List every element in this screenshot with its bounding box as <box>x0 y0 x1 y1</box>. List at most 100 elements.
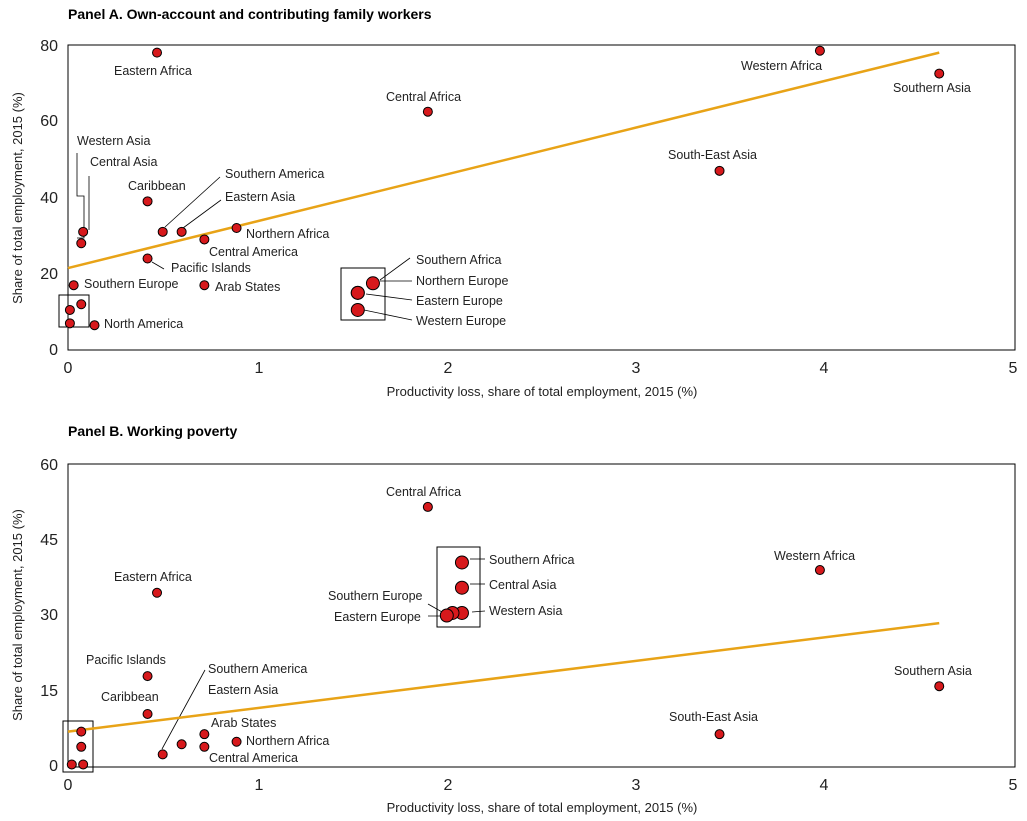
panel-a-ytick-40: 40 <box>40 190 58 207</box>
data-point <box>814 45 825 56</box>
point-label: Central America <box>209 751 298 765</box>
panel-a-point-labels: Eastern Africa Western Africa Southern A… <box>77 59 971 331</box>
panel-a-x-ticks: 0 1 2 3 4 5 <box>64 360 1018 377</box>
point-label: Central Asia <box>489 578 556 592</box>
panel-b-ytick-15: 15 <box>40 683 58 700</box>
point-label: Southern Europe <box>328 589 423 603</box>
panel-a-cluster-box-regions <box>340 267 386 321</box>
point-label: Western Asia <box>77 134 150 148</box>
point-label: Western Europe <box>416 314 506 328</box>
point-label: Southern Africa <box>416 253 502 267</box>
data-point <box>76 726 87 737</box>
point-label: Western Africa <box>741 59 822 73</box>
point-label: Arab States <box>215 280 280 294</box>
point-label: Caribbean <box>128 179 186 193</box>
panel-a-y-ticks: 0 20 40 60 80 <box>40 38 58 359</box>
panel-a: Panel A. Own-account and contributing fa… <box>10 6 1018 399</box>
panel-b-plot-frame <box>67 463 1016 768</box>
panel-b-xtick-1: 1 <box>255 777 264 794</box>
panel-a-marks <box>64 45 945 331</box>
panel-b-ytick-30: 30 <box>40 607 58 624</box>
panel-a-xtick-4: 4 <box>820 360 829 377</box>
panel-b-marks <box>66 501 945 770</box>
data-point <box>199 234 210 245</box>
data-point <box>422 106 433 117</box>
point-label: Southern America <box>208 662 307 676</box>
data-point <box>934 68 945 79</box>
data-point <box>199 741 210 752</box>
data-point <box>454 580 469 595</box>
panel-a-ytick-20: 20 <box>40 266 58 283</box>
data-point <box>934 681 945 692</box>
data-point <box>89 320 100 331</box>
data-point <box>454 555 469 570</box>
data-point <box>64 318 75 329</box>
data-point <box>78 226 89 237</box>
panel-a-ytick-60: 60 <box>40 113 58 130</box>
data-point <box>66 759 77 770</box>
panel-a-ytick-0: 0 <box>49 342 58 359</box>
panel-b-xtick-2: 2 <box>444 777 453 794</box>
point-label: Eastern Africa <box>114 64 192 78</box>
panel-b-x-axis-label: Productivity loss, share of total employ… <box>387 800 698 815</box>
data-point <box>157 226 168 237</box>
point-label: Eastern Africa <box>114 570 192 584</box>
data-point <box>176 739 187 750</box>
data-point <box>714 729 725 740</box>
point-label: Western Africa <box>774 549 855 563</box>
panel-b-y-axis-label: Share of total employment, 2015 (%) <box>10 509 25 721</box>
point-label: Western Asia <box>489 604 562 618</box>
data-point <box>714 165 725 176</box>
data-point <box>350 302 365 317</box>
point-label: South-East Asia <box>669 710 758 724</box>
point-label: Eastern Europe <box>416 294 503 308</box>
panel-a-title: Panel A. Own-account and contributing fa… <box>68 6 432 22</box>
panel-b: Panel B. Working poverty 0 15 30 45 60 0… <box>10 423 1018 815</box>
trend-line <box>67 621 940 733</box>
data-point <box>142 708 153 719</box>
panel-b-cluster-box-north <box>62 720 94 773</box>
data-point <box>439 608 454 623</box>
point-label: Southern Europe <box>84 277 179 291</box>
point-label: Arab States <box>211 716 276 730</box>
point-label: Eastern Asia <box>208 683 278 697</box>
data-point <box>231 736 242 747</box>
panel-b-ytick-60: 60 <box>40 457 58 474</box>
data-point <box>199 280 210 291</box>
panel-b-point-labels: Central Africa Southern Africa Central A… <box>86 485 972 765</box>
panel-a-xtick-5: 5 <box>1009 360 1018 377</box>
panel-a-y-axis-label: Share of total employment, 2015 (%) <box>10 92 25 304</box>
panel-b-x-ticks: 0 1 2 3 4 5 <box>64 777 1018 794</box>
point-label: South-East Asia <box>668 148 757 162</box>
panel-a-leader-lines <box>76 153 413 321</box>
panel-a-ytick-80: 80 <box>40 38 58 55</box>
point-label: Caribbean <box>101 690 159 704</box>
point-label: Southern Asia <box>893 81 971 95</box>
panel-a-xtick-1: 1 <box>255 360 264 377</box>
point-label: Southern America <box>225 167 324 181</box>
panel-b-xtick-3: 3 <box>632 777 641 794</box>
panel-b-ytick-0: 0 <box>49 758 58 775</box>
data-point <box>76 299 87 310</box>
point-label: Southern Africa <box>489 553 575 567</box>
point-label: Central Africa <box>386 90 461 104</box>
data-point <box>176 226 187 237</box>
panel-b-xtick-4: 4 <box>820 777 829 794</box>
data-point <box>64 304 75 315</box>
data-point <box>76 238 87 249</box>
data-point <box>422 501 433 512</box>
panel-b-ytick-45: 45 <box>40 532 58 549</box>
data-point <box>231 223 242 233</box>
data-point <box>142 671 153 682</box>
data-point <box>142 196 153 207</box>
panel-b-xtick-0: 0 <box>64 777 73 794</box>
point-label: Pacific Islands <box>86 653 166 667</box>
panel-b-title: Panel B. Working poverty <box>68 423 238 439</box>
point-label: Central America <box>209 245 298 259</box>
point-label: Eastern Asia <box>225 190 295 204</box>
point-label: Pacific Islands <box>171 261 251 275</box>
point-label: Northern Africa <box>246 227 329 241</box>
panel-a-xtick-2: 2 <box>444 360 453 377</box>
panel-b-xtick-5: 5 <box>1009 777 1018 794</box>
data-point <box>199 729 210 740</box>
